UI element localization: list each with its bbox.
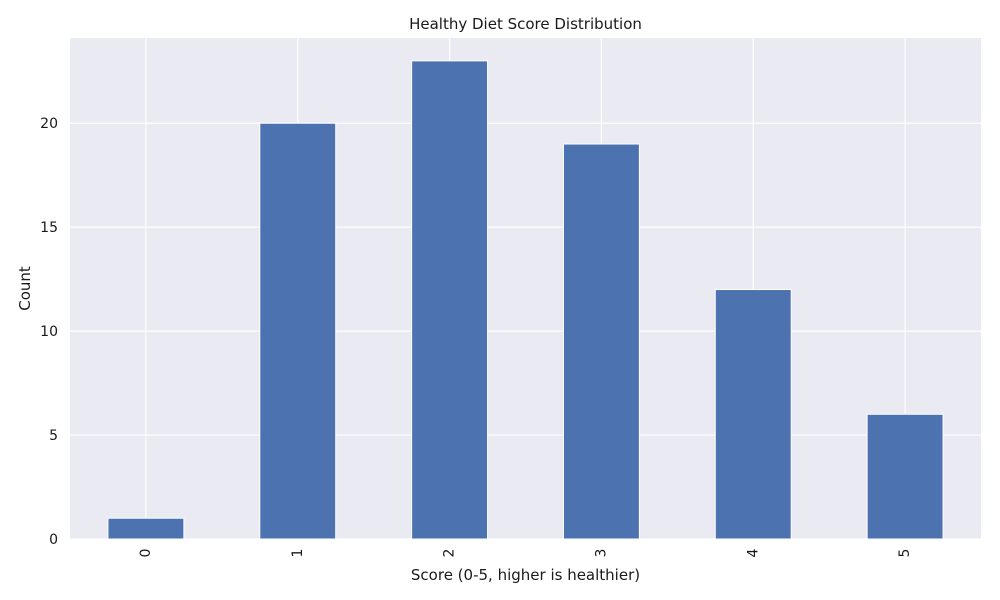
bar-2 (411, 60, 489, 540)
x-tick-label: 4 (745, 548, 761, 557)
bar-5 (866, 413, 944, 540)
x-tick-label: 2 (442, 549, 458, 558)
bar-4 (714, 289, 792, 540)
x-tick-label: 0 (138, 549, 154, 558)
x-tick-labels: 0 1 2 3 4 5 (138, 548, 913, 557)
y-axis-label: Count (16, 266, 34, 311)
plot-background (70, 38, 981, 539)
y-tick-label: 0 (49, 532, 58, 548)
y-tick-label: 20 (40, 116, 58, 132)
bars (107, 60, 944, 540)
bar-1 (259, 122, 337, 540)
y-tick-label: 15 (40, 220, 58, 236)
bar-0 (107, 517, 185, 540)
bar-3 (562, 143, 640, 540)
x-tick-label: 1 (290, 549, 306, 558)
y-tick-label: 10 (40, 324, 58, 340)
x-axis-label: Score (0-5, higher is healthier) (411, 566, 640, 584)
x-tick-label: 5 (897, 549, 913, 558)
chart-title: Healthy Diet Score Distribution (409, 15, 642, 33)
y-tick-labels: 0 5 10 15 20 (40, 116, 58, 548)
x-tick-label: 3 (593, 549, 609, 558)
y-tick-label: 5 (49, 428, 58, 444)
